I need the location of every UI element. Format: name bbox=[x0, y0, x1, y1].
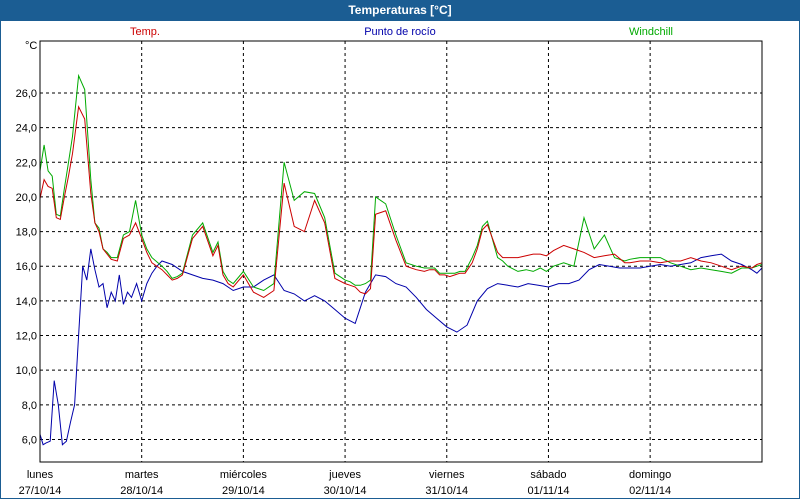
x-tick-date: 01/11/14 bbox=[527, 485, 569, 497]
y-tick-label: 6,0 bbox=[22, 434, 37, 446]
legend-windchill: Windchill bbox=[629, 26, 673, 38]
plot-border bbox=[39, 40, 763, 463]
series-line-dew-point bbox=[39, 248, 763, 446]
chart-frame bbox=[0, 21, 800, 499]
x-tick-day: domingo bbox=[629, 469, 671, 481]
x-tick-day: martes bbox=[125, 469, 159, 481]
y-tick-label: 22,0 bbox=[16, 157, 37, 169]
x-tick-day: jueves bbox=[328, 469, 361, 481]
series-line-windchill bbox=[39, 73, 763, 292]
legend-dew-point: Punto de rocío bbox=[364, 26, 436, 38]
y-tick-label: 24,0 bbox=[16, 123, 37, 135]
x-tick-date: 28/10/14 bbox=[120, 485, 163, 497]
y-tick-label: 16,0 bbox=[16, 261, 37, 273]
series-line-temp bbox=[39, 105, 763, 298]
y-tick-label: 26,0 bbox=[16, 88, 37, 100]
y-tick-label: 14,0 bbox=[16, 296, 37, 308]
y-axis-label: °C bbox=[25, 40, 37, 52]
x-tick-date: 29/10/14 bbox=[222, 485, 265, 497]
y-axis-ticks: 6,0 8,0 10,0 12,0 14,0 16,0 18,0 20,0 22,0 24,0 26… bbox=[16, 88, 37, 447]
y-tick-label: 12,0 bbox=[16, 331, 37, 343]
grid-lines bbox=[40, 41, 762, 462]
x-tick-day: miércoles bbox=[220, 469, 268, 481]
y-tick-label: 20,0 bbox=[16, 192, 37, 204]
y-tick-label: 10,0 bbox=[16, 365, 37, 377]
window-title: Temperaturas [°C] bbox=[0, 0, 800, 21]
y-tick-label: 18,0 bbox=[16, 227, 37, 239]
legend-temp: Temp. bbox=[130, 26, 160, 38]
series-lines bbox=[39, 73, 763, 446]
x-tick-date: 02/11/14 bbox=[629, 485, 671, 497]
x-axis-ticks: lunes 27/10/14 martes 28/10/14 miércoles 29/1… bbox=[19, 469, 672, 497]
y-tick-label: 8,0 bbox=[22, 400, 37, 412]
x-tick-day: sábado bbox=[530, 469, 566, 481]
x-tick-day: lunes bbox=[27, 469, 54, 481]
x-tick-date: 27/10/14 bbox=[19, 485, 62, 497]
x-tick-date: 31/10/14 bbox=[425, 485, 468, 497]
x-tick-day: viernes bbox=[429, 469, 465, 481]
x-tick-date: 30/10/14 bbox=[324, 485, 367, 497]
